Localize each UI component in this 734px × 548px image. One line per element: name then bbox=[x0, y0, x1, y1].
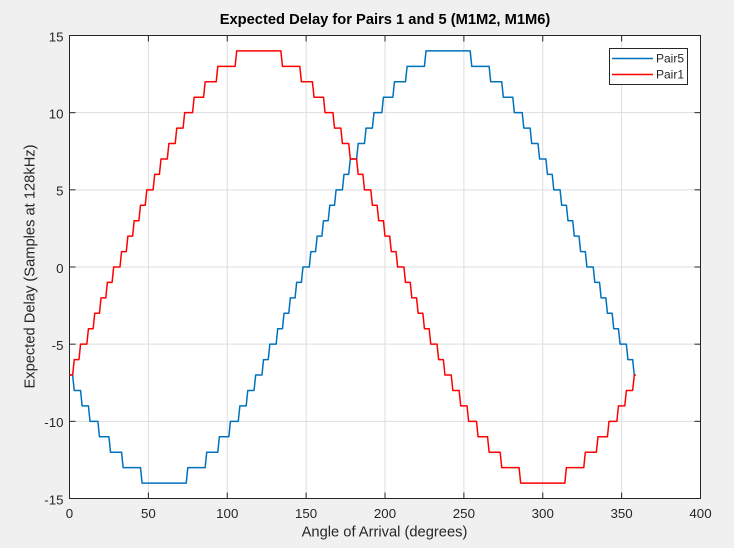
svg-text:350: 350 bbox=[611, 506, 633, 521]
svg-text:10: 10 bbox=[49, 107, 64, 122]
svg-text:Angle of Arrival (degrees): Angle of Arrival (degrees) bbox=[302, 525, 468, 541]
svg-text:5: 5 bbox=[56, 184, 63, 199]
svg-text:-15: -15 bbox=[44, 492, 63, 507]
svg-text:150: 150 bbox=[295, 506, 317, 521]
svg-text:400: 400 bbox=[689, 506, 711, 521]
svg-text:-5: -5 bbox=[52, 338, 64, 353]
svg-text:15: 15 bbox=[49, 29, 64, 44]
svg-text:200: 200 bbox=[374, 506, 396, 521]
svg-text:50: 50 bbox=[141, 506, 156, 521]
svg-text:Pair1: Pair1 bbox=[656, 68, 684, 82]
svg-text:Pair5: Pair5 bbox=[656, 52, 684, 66]
svg-text:0: 0 bbox=[66, 506, 73, 521]
svg-text:Expected Delay (Samples at 128: Expected Delay (Samples at 128kHz) bbox=[23, 144, 39, 388]
svg-text:300: 300 bbox=[532, 506, 554, 521]
svg-text:0: 0 bbox=[56, 261, 63, 276]
svg-text:250: 250 bbox=[453, 506, 475, 521]
svg-text:-10: -10 bbox=[44, 415, 63, 430]
svg-text:Expected Delay for Pairs 1 and: Expected Delay for Pairs 1 and 5 (M1M2, … bbox=[220, 12, 551, 28]
svg-text:100: 100 bbox=[216, 506, 238, 521]
